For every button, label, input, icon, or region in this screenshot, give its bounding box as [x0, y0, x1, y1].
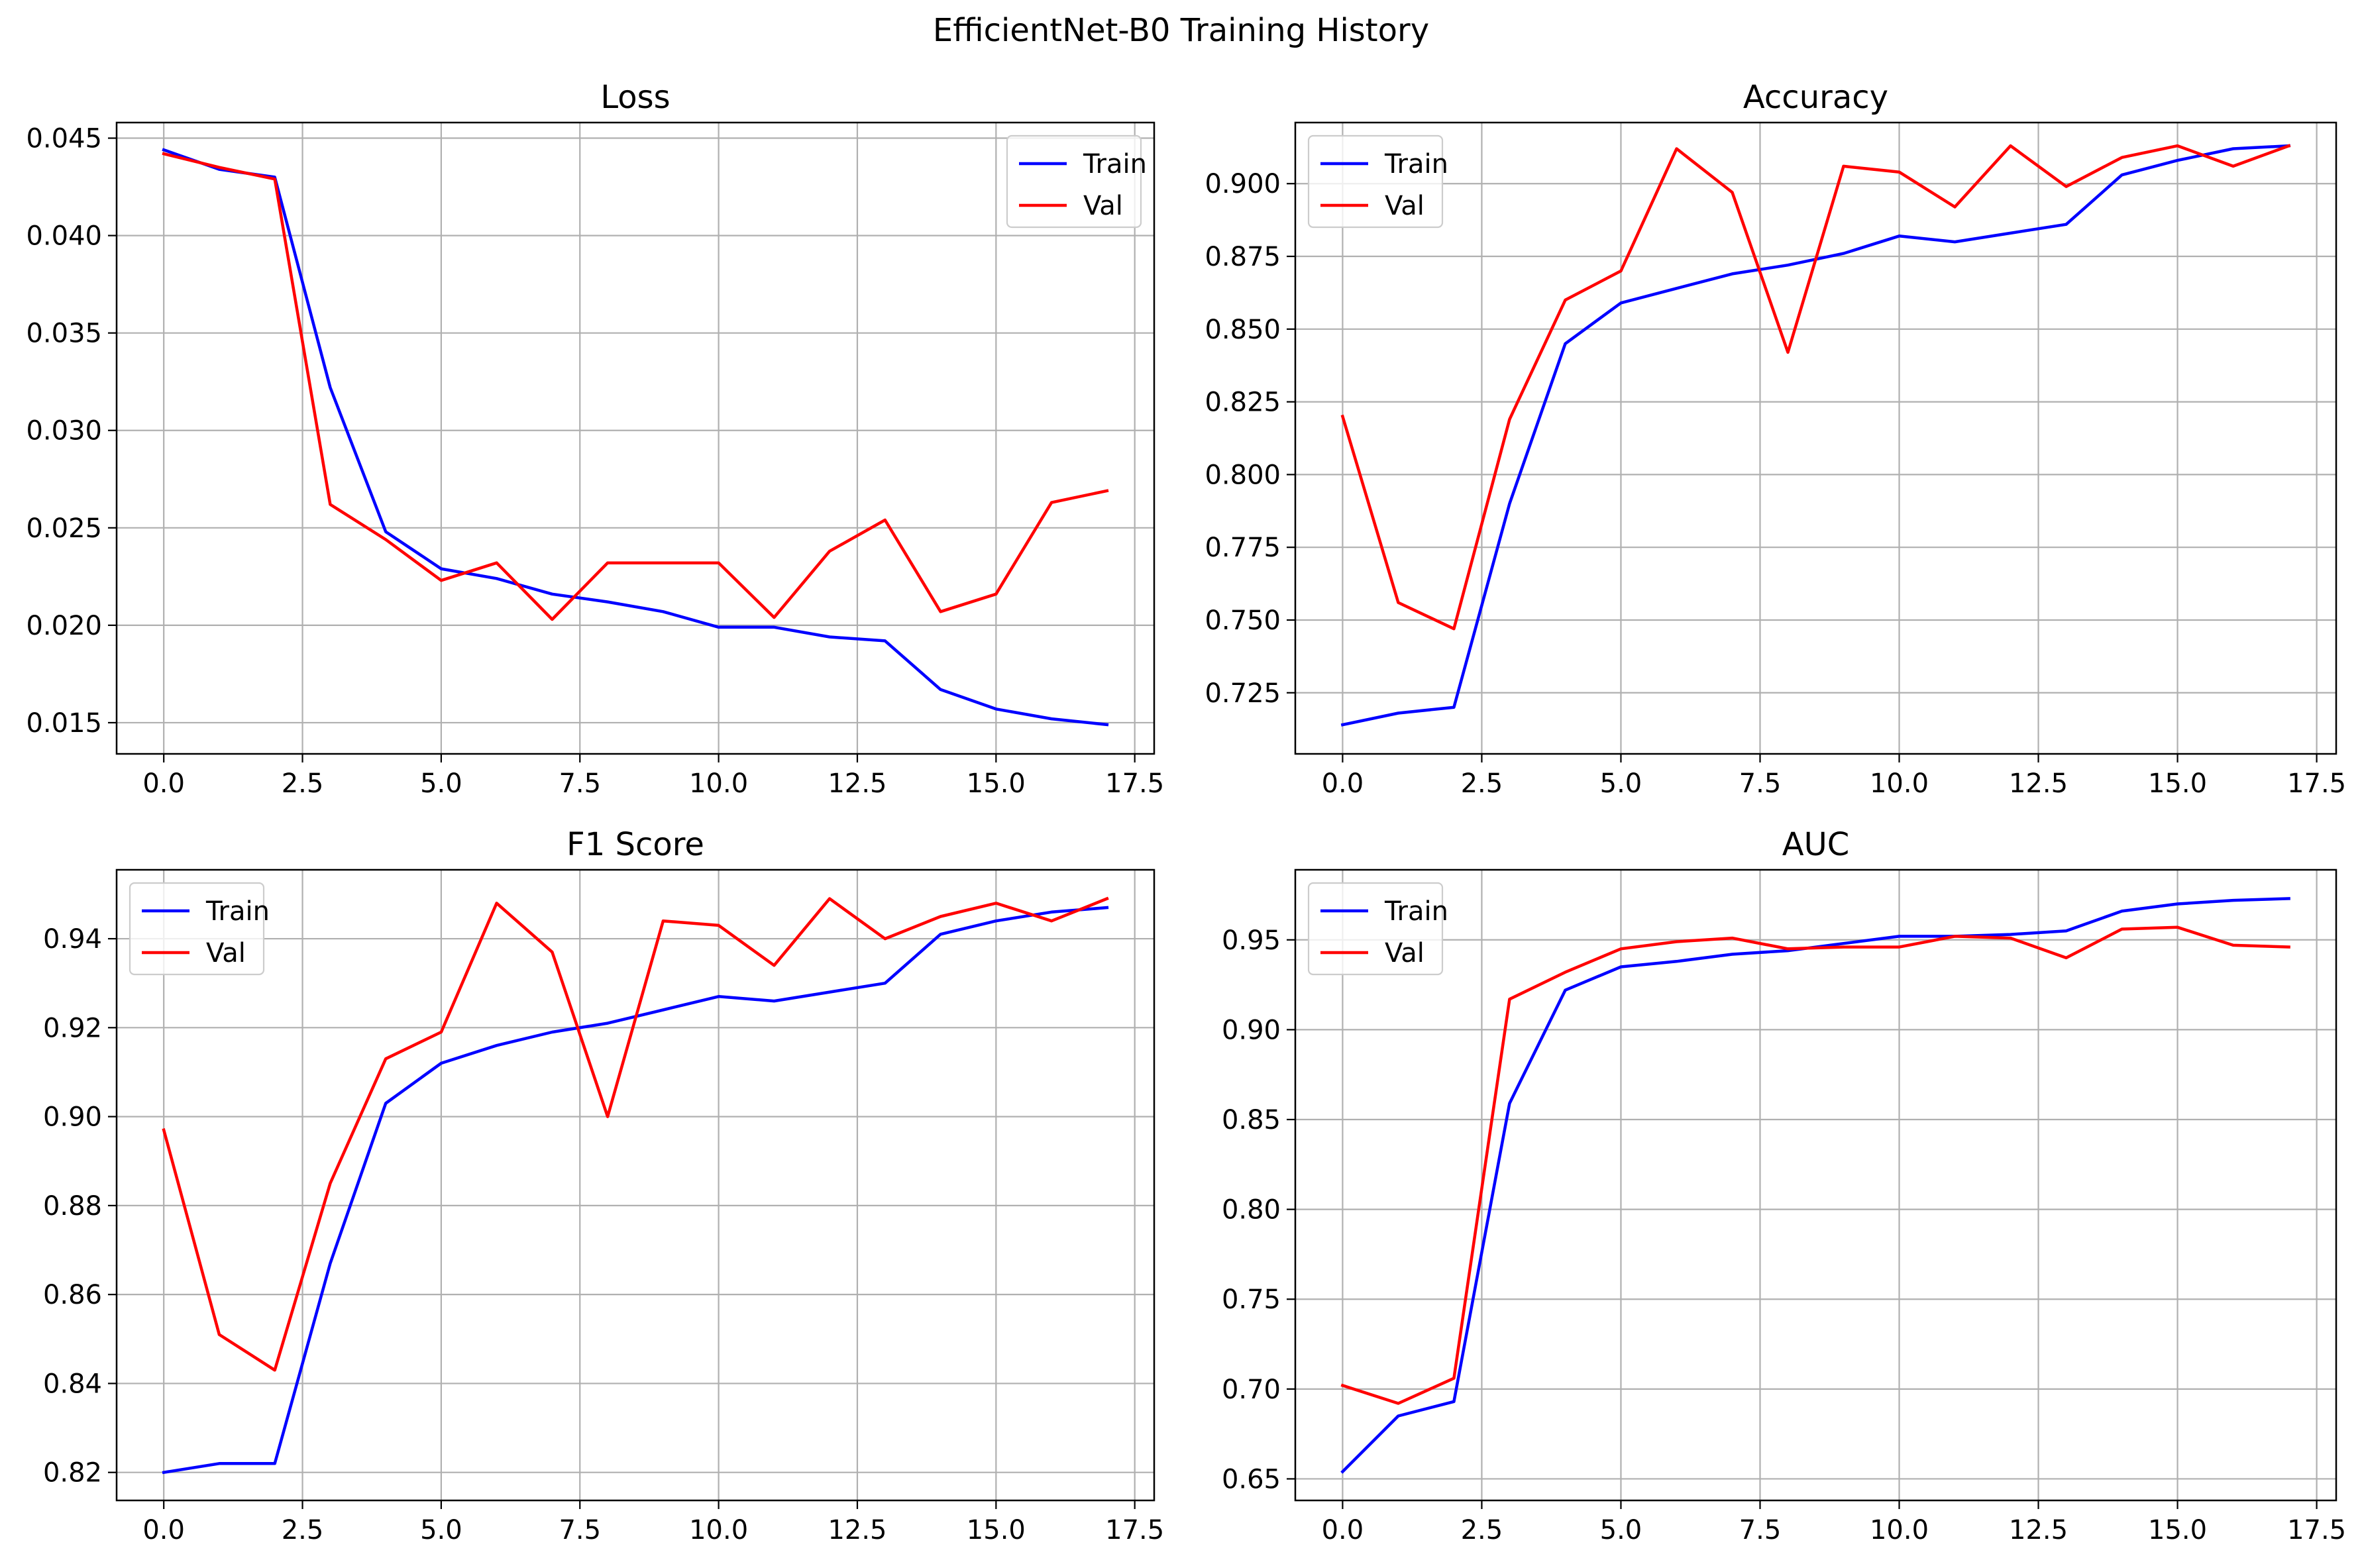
auc-title: AUC — [1782, 826, 1849, 863]
auc-ytick-label-1: 0.70 — [1222, 1375, 1281, 1405]
loss-ytick-label-5: 0.040 — [26, 221, 102, 252]
auc-ytick-label-4: 0.85 — [1222, 1105, 1281, 1135]
accuracy-xtick-label-3: 7.5 — [1739, 768, 1782, 799]
accuracy-xtick-label-2: 5.0 — [1600, 768, 1642, 799]
accuracy-line-train — [1340, 144, 2290, 727]
loss-ytick-label-3: 0.030 — [26, 416, 102, 446]
auc-ytick-label-3: 0.80 — [1222, 1195, 1281, 1226]
auc-line-train — [1340, 897, 2290, 1474]
accuracy-ytick-label-4: 0.825 — [1205, 388, 1281, 418]
accuracy-legend-label-val: Val — [1385, 191, 1424, 221]
accuracy-xtick-label-7: 17.5 — [2287, 768, 2346, 799]
f1-score-xtick-label-3: 7.5 — [559, 1515, 601, 1545]
accuracy-ytick-label-2: 0.775 — [1205, 533, 1281, 563]
auc-xtick-label-7: 17.5 — [2287, 1515, 2346, 1545]
accuracy-ytick-label-0: 0.725 — [1205, 678, 1281, 709]
accuracy-ytick-label-3: 0.800 — [1205, 460, 1281, 490]
auc-ytick-label-2: 0.75 — [1222, 1284, 1281, 1315]
f1-score-ytick-label-0: 0.82 — [43, 1458, 102, 1489]
f1-score-xtick-label-2: 5.0 — [420, 1515, 462, 1545]
auc-ytick-label-5: 0.90 — [1222, 1015, 1281, 1045]
loss-xtick-label-2: 5.0 — [420, 768, 462, 799]
loss-ytick-label-2: 0.025 — [26, 513, 102, 544]
accuracy-ytick-label-6: 0.875 — [1205, 242, 1281, 272]
f1-score-line-val — [162, 896, 1109, 1372]
subplot-f1-score: 0.0 2.5 5.0 7.5 10.0 12.5 15.0 17.5 0.82 0.84 0.86… — [43, 826, 1164, 1545]
accuracy-xtick-label-0: 0.0 — [1322, 768, 1364, 799]
f1-score-line-train — [162, 906, 1109, 1475]
accuracy-ytick-label-7: 0.900 — [1205, 169, 1281, 199]
loss-xtick-label-5: 12.5 — [828, 768, 886, 799]
loss-xtick-label-6: 15.0 — [967, 768, 1026, 799]
f1-score-ytick-label-5: 0.92 — [43, 1013, 102, 1043]
f1-score-ytick-label-4: 0.90 — [43, 1102, 102, 1133]
auc-xtick-label-0: 0.0 — [1322, 1515, 1364, 1545]
loss-line-train — [162, 148, 1109, 727]
f1-score-xtick-label-6: 15.0 — [967, 1515, 1026, 1545]
f1-score-xtick-label-1: 2.5 — [282, 1515, 324, 1545]
f1-score-xtick-label-4: 10.0 — [689, 1515, 748, 1545]
accuracy-title: Accuracy — [1743, 79, 1888, 116]
accuracy-ytick-label-5: 0.850 — [1205, 315, 1281, 345]
f1-score-ytick-label-6: 0.94 — [43, 924, 102, 955]
accuracy-xtick-label-6: 15.0 — [2148, 768, 2207, 799]
subplot-auc: 0.0 2.5 5.0 7.5 10.0 12.5 15.0 17.5 0.65 0.70 0.75… — [1222, 826, 2346, 1545]
loss-xtick-label-0: 0.0 — [142, 768, 185, 799]
auc-ytick-label-6: 0.95 — [1222, 925, 1281, 956]
auc-xtick-label-5: 12.5 — [2009, 1515, 2068, 1545]
f1-score-legend-label-train: Train — [205, 896, 270, 927]
f1-score-xtick-label-5: 12.5 — [828, 1515, 886, 1545]
auc-legend-label-val: Val — [1385, 938, 1424, 968]
auc-xtick-label-3: 7.5 — [1739, 1515, 1782, 1545]
f1-score-ytick-label-1: 0.84 — [43, 1369, 102, 1399]
loss-legend-label-train: Train — [1083, 149, 1147, 180]
f1-score-ytick-label-3: 0.88 — [43, 1191, 102, 1222]
accuracy-axes-frame — [1294, 121, 2337, 755]
auc-ytick-label-0: 0.65 — [1222, 1464, 1281, 1494]
loss-xtick-label-1: 2.5 — [282, 768, 324, 799]
loss-legend-label-val: Val — [1083, 191, 1123, 221]
loss-ytick-label-6: 0.045 — [26, 124, 102, 154]
loss-xtick-label-4: 10.0 — [689, 768, 748, 799]
figure-title: EfficientNet-B0 Training History — [932, 12, 1430, 49]
auc-axes-frame — [1294, 868, 2337, 1502]
accuracy-legend-label-train: Train — [1384, 149, 1448, 180]
auc-line-val — [1340, 925, 2290, 1405]
f1-score-ytick-label-2: 0.86 — [43, 1280, 102, 1310]
f1-score-legend: Train Val — [129, 882, 270, 976]
auc-xtick-label-1: 2.5 — [1461, 1515, 1503, 1545]
accuracy-ytick-label-1: 0.750 — [1205, 605, 1281, 636]
f1-score-xtick-label-7: 17.5 — [1105, 1515, 1164, 1545]
auc-legend-label-train: Train — [1384, 896, 1448, 927]
f1-score-legend-label-val: Val — [206, 938, 246, 968]
f1-score-title: F1 Score — [566, 826, 704, 863]
loss-title: Loss — [600, 79, 670, 116]
auc-legend: Train Val — [1307, 882, 1448, 976]
f1-score-xtick-label-0: 0.0 — [142, 1515, 185, 1545]
f1-score-axes-frame — [115, 868, 1155, 1502]
accuracy-xtick-label-5: 12.5 — [2009, 768, 2068, 799]
loss-axes-frame — [115, 121, 1155, 755]
subplot-loss: 0.0 2.5 5.0 7.5 10.0 12.5 15.0 17.5 0.015 0.020 0.… — [26, 79, 1164, 799]
loss-xtick-label-3: 7.5 — [559, 768, 601, 799]
loss-ytick-label-1: 0.020 — [26, 611, 102, 641]
auc-xtick-label-6: 15.0 — [2148, 1515, 2207, 1545]
auc-xtick-label-4: 10.0 — [1870, 1515, 1929, 1545]
accuracy-line-val — [1340, 144, 2291, 631]
auc-xtick-label-2: 5.0 — [1600, 1515, 1642, 1545]
accuracy-xtick-label-4: 10.0 — [1870, 768, 1929, 799]
loss-ytick-label-0: 0.015 — [26, 708, 102, 739]
accuracy-legend: Train Val — [1307, 134, 1448, 229]
loss-legend: Train Val — [1006, 134, 1147, 229]
accuracy-xtick-label-1: 2.5 — [1461, 768, 1503, 799]
loss-xtick-label-7: 17.5 — [1105, 768, 1164, 799]
loss-line-val — [162, 152, 1109, 621]
loss-ytick-label-4: 0.035 — [26, 319, 102, 349]
subplot-accuracy: 0.0 2.5 5.0 7.5 10.0 12.5 15.0 17.5 0.725 0.750 0.… — [1205, 79, 2346, 799]
